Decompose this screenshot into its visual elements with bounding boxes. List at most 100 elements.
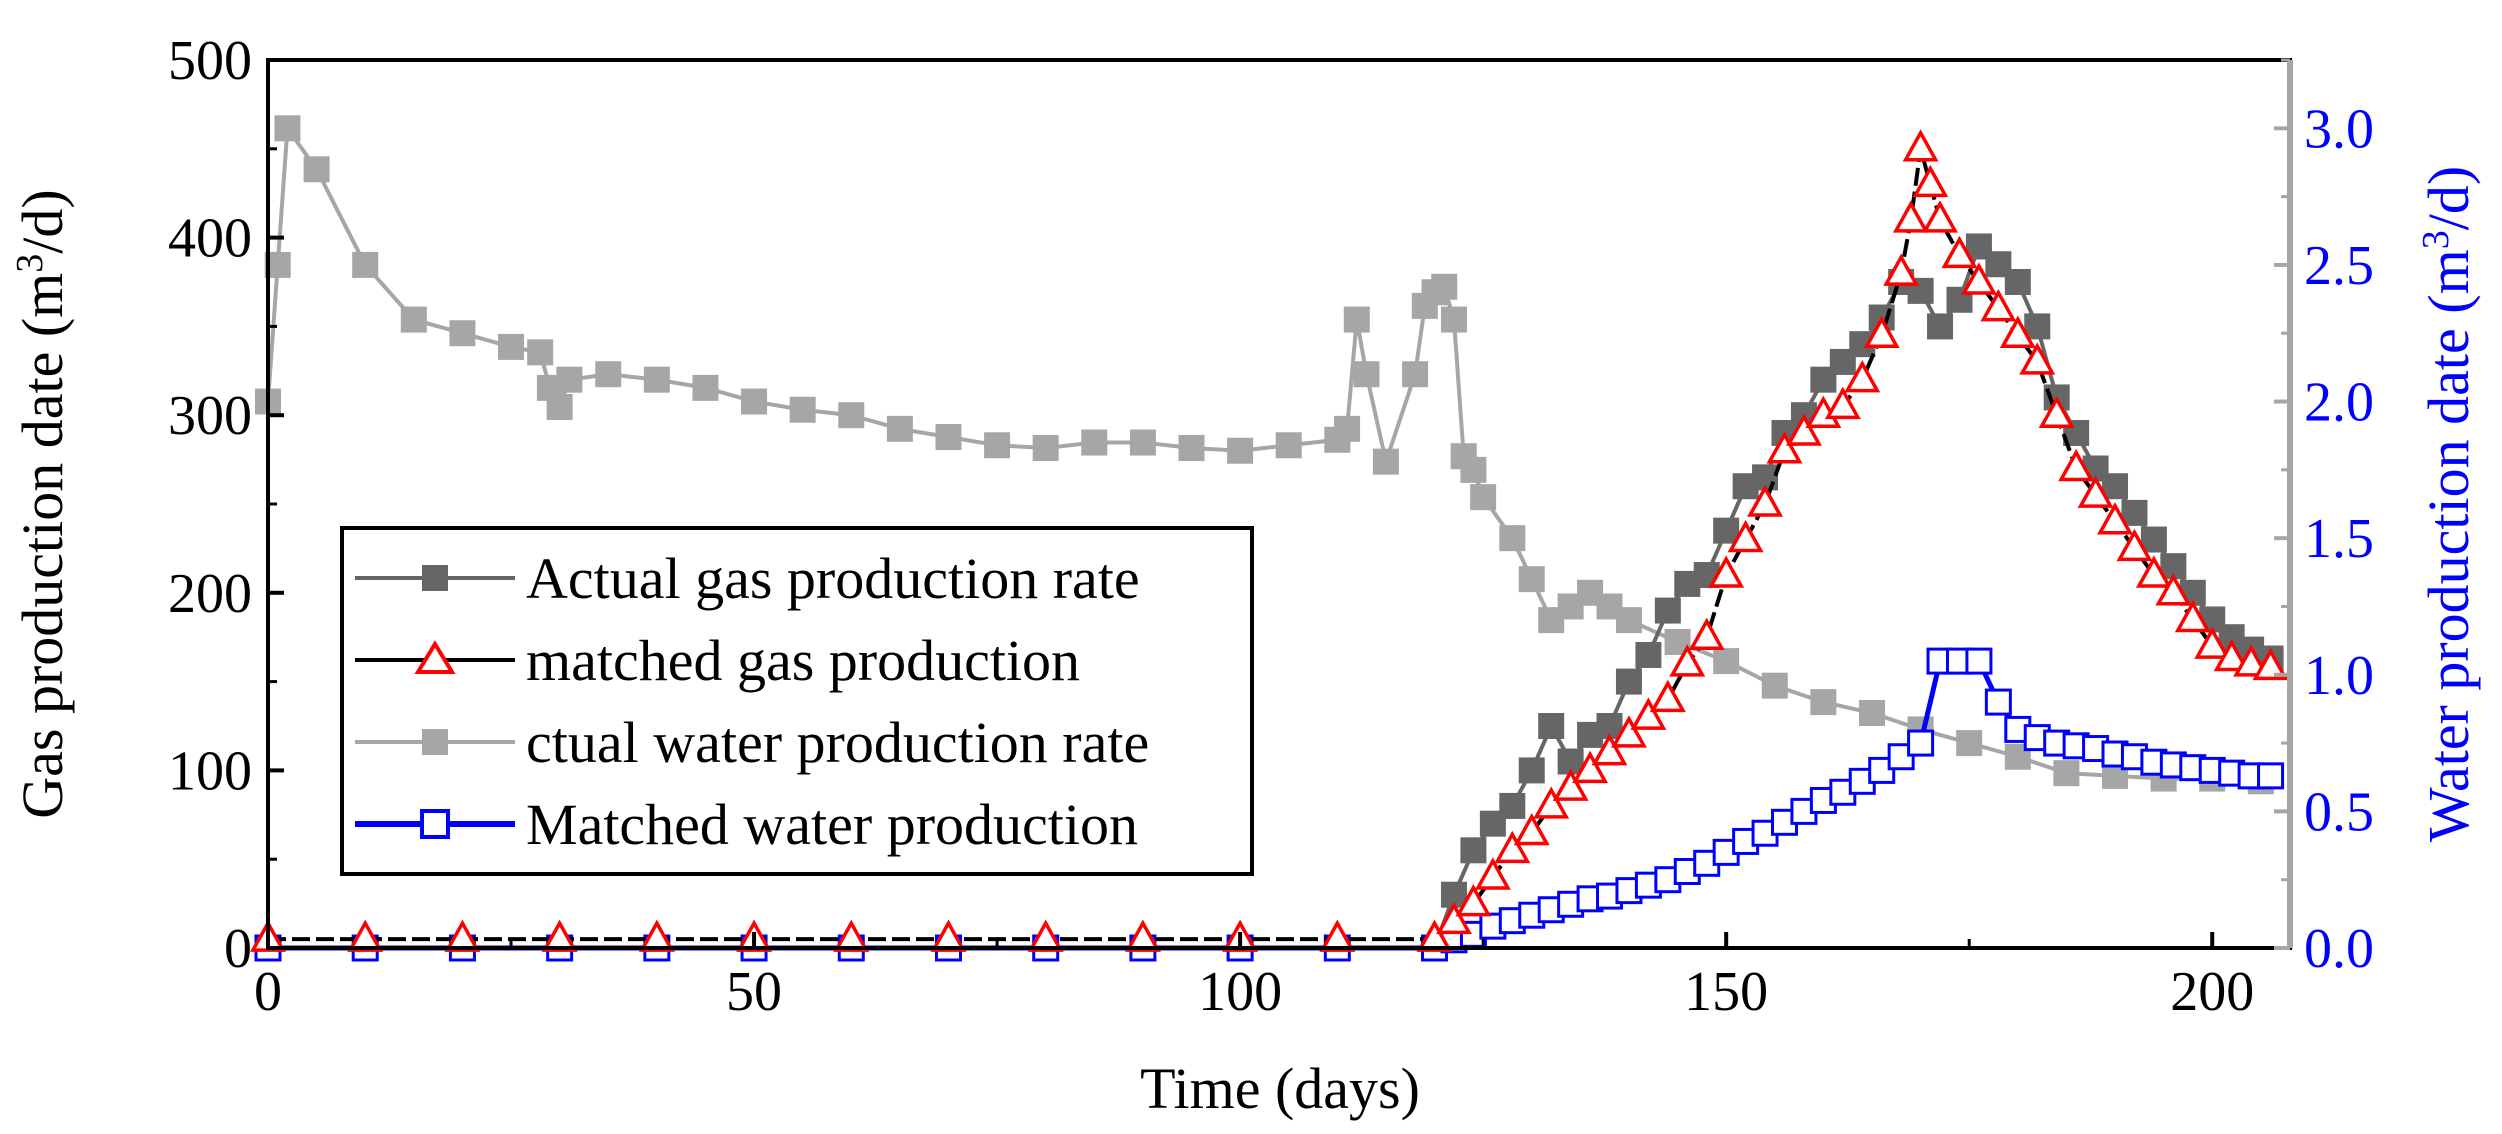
y-right-tick-label: 2.5 [2304,235,2374,297]
data-point [2024,313,2051,340]
data-point [1275,432,1302,459]
data-point [444,919,481,952]
data-point [1124,919,1161,952]
data-point [1334,415,1361,442]
y-left-tick-label: 0 [224,918,252,980]
legend-label-matched-gas: matched gas production [526,628,1080,693]
data-point [2155,573,2192,606]
data-point [1766,431,1803,464]
data-point [2004,269,2031,295]
y-left-tick-label: 300 [168,385,252,447]
legend-box [340,526,1254,876]
data-point [2038,395,2075,428]
data-point [1965,647,1993,675]
data-point [1892,200,1929,233]
legend-label-actual-gas: Actual gas production rate [526,546,1140,611]
data-point [1494,830,1531,864]
series-layer [250,115,2289,962]
data-point [1129,429,1156,456]
data-point [1615,607,1642,634]
data-point [1713,648,1740,675]
data-point [1610,715,1647,748]
data-point [1538,713,1565,739]
data-point [1688,617,1725,650]
series-line [268,148,2271,942]
data-point [886,415,913,442]
data-point [546,394,573,421]
data-point [1591,733,1628,766]
data-point [984,432,1011,459]
data-point [1785,413,1822,446]
data-point [1956,730,1983,757]
data-point [556,366,583,393]
data-point [1460,456,1487,483]
data-point [1980,289,2017,322]
data-point [1372,448,1399,475]
data-point [1927,313,1954,340]
legend-item-actual-water: ctual water production rate [355,710,1149,775]
legend-item-matched-gas: matched gas production [355,628,1080,693]
data-point [643,366,670,393]
data-point [1761,672,1788,699]
data-point [1552,768,1589,801]
data-point [2233,644,2270,677]
data-point [1513,812,1550,846]
data-point [789,396,816,423]
x-tick-label: 0 [254,961,282,1023]
data-point [1455,883,1492,917]
data-point [1984,688,2012,716]
data-point [1436,901,1472,935]
data-point [1858,700,1885,727]
data-point [1844,360,1881,393]
data-point [2213,638,2250,672]
data-point [2102,473,2129,500]
data-point [1499,792,1526,819]
data-point [833,919,870,952]
data-point [1572,750,1609,784]
data-point [1499,525,1526,552]
data-point [1999,315,2036,349]
data-point [2135,555,2172,588]
data-point [2121,499,2148,526]
data-point [1431,273,1458,300]
data-point [2077,475,2114,508]
data-point [1708,555,1745,588]
data-point [1615,668,1642,695]
data-point [1649,679,1686,713]
y-right-ticks: 0.0 0.5 1.0 1.5 2.0 2.5 3.0 [2274,58,2374,980]
y-right-tick-label: 1.5 [2304,508,2374,570]
data-point [1343,306,1370,333]
data-point [2116,528,2153,562]
data-point [1178,434,1205,461]
data-point [741,388,768,415]
data-point [1863,315,1900,349]
y-left-tick-label: 500 [168,30,252,92]
legend-marker-filled-square [422,729,448,755]
data-point [1470,484,1497,511]
data-point [352,251,379,278]
x-tick-label: 150 [1684,961,1768,1023]
x-tick-label: 100 [1198,961,1282,1023]
data-point [930,919,967,952]
data-point [541,919,578,952]
data-point [498,333,525,360]
data-point [1533,786,1570,819]
y-left-axis-title: Gas production date (m3/d) [9,189,75,818]
data-point [274,115,301,142]
data-point [400,306,427,333]
data-point [1081,429,1108,456]
data-point [1922,200,1959,233]
data-point [2140,526,2167,553]
y-right-tick-label: 2.0 [2304,372,2374,434]
data-point [638,919,675,952]
data-point [1907,729,1935,757]
data-point [1630,697,1667,730]
data-point [1883,253,1920,286]
data-point [838,402,865,429]
data-point [1902,129,1939,162]
data-point [1518,757,1545,784]
legend-item-actual-gas: Actual gas production rate [355,546,1140,611]
data-point [2252,647,2289,681]
data-point [2053,760,2080,787]
